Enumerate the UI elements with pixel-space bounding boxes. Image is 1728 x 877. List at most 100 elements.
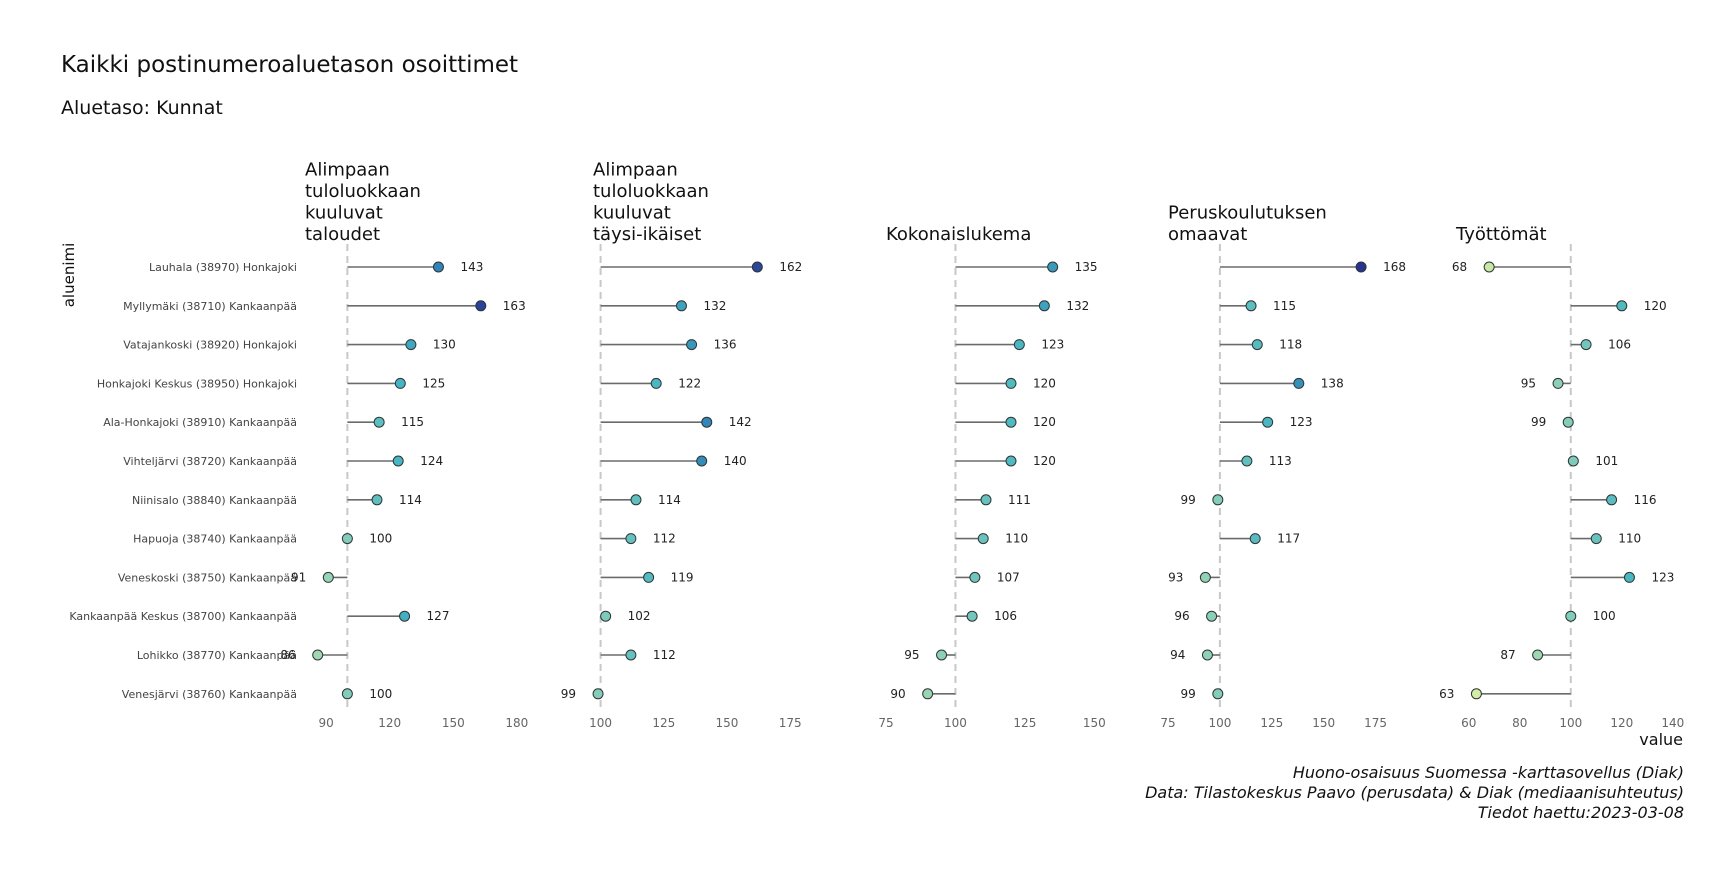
data-label: 91 — [291, 570, 306, 584]
data-label: 112 — [653, 648, 676, 662]
lollipop-point — [625, 533, 637, 545]
data-label: 117 — [1277, 532, 1300, 546]
data-label: 95 — [904, 648, 919, 662]
caption-line-data: Data: Tilastokeskus Paavo (perusdata) & … — [1145, 783, 1684, 802]
data-label: 100 — [1593, 609, 1616, 623]
x-tick-label: 100 — [589, 716, 612, 730]
lollipop-point — [371, 494, 383, 506]
panel-title-line: omaavat — [1168, 224, 1247, 245]
caption-line-date: Tiedot haettu:2023-03-08 — [1477, 803, 1684, 822]
lollipop-point — [1245, 300, 1257, 312]
category-label: Honkajoki Keskus (38950) Honkajoki — [97, 377, 297, 390]
lollipop-point — [392, 455, 404, 467]
x-tick-label: 125 — [652, 716, 675, 730]
x-tick-label: 120 — [378, 716, 401, 730]
data-label: 140 — [724, 454, 747, 468]
data-label: 120 — [1644, 299, 1667, 313]
panel-title-line: tuloluokkaan — [305, 181, 421, 202]
lollipop-point — [1005, 416, 1017, 428]
lollipop-point — [650, 377, 662, 389]
lollipop-point — [625, 649, 637, 661]
data-label: 162 — [779, 260, 802, 274]
category-label: Niinisalo (38840) Kankaanpää — [132, 494, 297, 507]
lollipop-point — [969, 571, 981, 583]
lollipop-point — [1212, 688, 1224, 700]
data-label: 114 — [399, 493, 422, 507]
data-label: 87 — [1500, 648, 1515, 662]
data-label: 112 — [653, 532, 676, 546]
lollipop-point — [312, 649, 324, 661]
x-tick-label: 125 — [1260, 716, 1283, 730]
data-label: 118 — [1279, 338, 1302, 352]
data-label: 135 — [1075, 260, 1098, 274]
panel-title-line: taloudet — [305, 224, 380, 245]
data-label: 124 — [420, 454, 443, 468]
data-label: 120 — [1033, 376, 1056, 390]
panel-title-line: tuloluokkaan — [593, 181, 709, 202]
data-label: 130 — [433, 338, 456, 352]
data-label: 115 — [1273, 299, 1296, 313]
y-axis-title: aluenimi — [60, 243, 78, 308]
x-tick-label: 100 — [1208, 716, 1231, 730]
panel-title-line: kuuluvat — [305, 203, 383, 224]
data-label: 113 — [1269, 454, 1292, 468]
lollipop-point — [592, 688, 604, 700]
lollipop-point — [1262, 416, 1274, 428]
data-label: 136 — [714, 338, 737, 352]
data-label: 116 — [1634, 493, 1657, 507]
lollipop-point — [751, 261, 763, 273]
x-tick-label: 150 — [1312, 716, 1335, 730]
lollipop-point — [1623, 571, 1635, 583]
data-label: 120 — [1033, 415, 1056, 429]
lollipop-point — [1355, 261, 1367, 273]
category-label: Kankaanpää Keskus (38700) Kankaanpää — [69, 610, 297, 623]
x-tick-label: 150 — [716, 716, 739, 730]
lollipop-point — [1293, 377, 1305, 389]
data-label: 123 — [1041, 338, 1064, 352]
data-label: 107 — [997, 570, 1020, 584]
lollipop-point — [1249, 533, 1261, 545]
data-label: 115 — [401, 415, 424, 429]
data-label: 132 — [1066, 299, 1089, 313]
category-label: Myllymäki (38710) Kankaanpää — [123, 300, 297, 313]
x-tick-label: 75 — [1160, 716, 1175, 730]
lollipop-point — [1199, 571, 1211, 583]
panel-title-line: kuuluvat — [593, 203, 671, 224]
data-label: 90 — [890, 687, 905, 701]
data-label: 114 — [658, 493, 681, 507]
category-label: Vatajankoski (38920) Honkajoki — [123, 339, 297, 352]
category-label: Vihteljärvi (38720) Kankaanpää — [123, 455, 297, 468]
data-label: 100 — [369, 687, 392, 701]
data-label: 100 — [369, 532, 392, 546]
lollipop-point — [600, 610, 612, 622]
x-tick-label: 120 — [1610, 716, 1633, 730]
lollipop-point — [1206, 610, 1218, 622]
x-tick-label: 175 — [779, 716, 802, 730]
data-label: 163 — [503, 299, 526, 313]
data-label: 106 — [994, 609, 1017, 623]
panel-title-line: Alimpaan — [593, 160, 678, 181]
x-tick-label: 90 — [319, 716, 334, 730]
lollipop-point — [394, 377, 406, 389]
lollipop-point — [980, 494, 992, 506]
lollipop-point — [936, 649, 948, 661]
category-label: Lauhala (38970) Honkajoki — [149, 261, 297, 274]
lollipop-point — [475, 300, 487, 312]
lollipop-point — [1565, 610, 1577, 622]
category-label: Ala-Honkajoki (38910) Kankaanpää — [103, 416, 297, 429]
data-label: 110 — [1618, 532, 1641, 546]
lollipop-point — [675, 300, 687, 312]
lollipop-point — [630, 494, 642, 506]
panel-title-line: täysi-ikäiset — [593, 224, 701, 245]
data-label: 119 — [671, 570, 694, 584]
lollipop-point — [1038, 300, 1050, 312]
lollipop-point — [1241, 455, 1253, 467]
lollipop-point — [1251, 339, 1263, 351]
data-label: 111 — [1008, 493, 1031, 507]
data-label: 95 — [1521, 376, 1536, 390]
data-label: 125 — [422, 376, 445, 390]
category-label: Venesjärvi (38760) Kankaanpää — [122, 688, 297, 701]
lollipop-point — [341, 533, 353, 545]
panel-title-line: Alimpaan — [305, 160, 390, 181]
x-tick-label: 150 — [1083, 716, 1106, 730]
